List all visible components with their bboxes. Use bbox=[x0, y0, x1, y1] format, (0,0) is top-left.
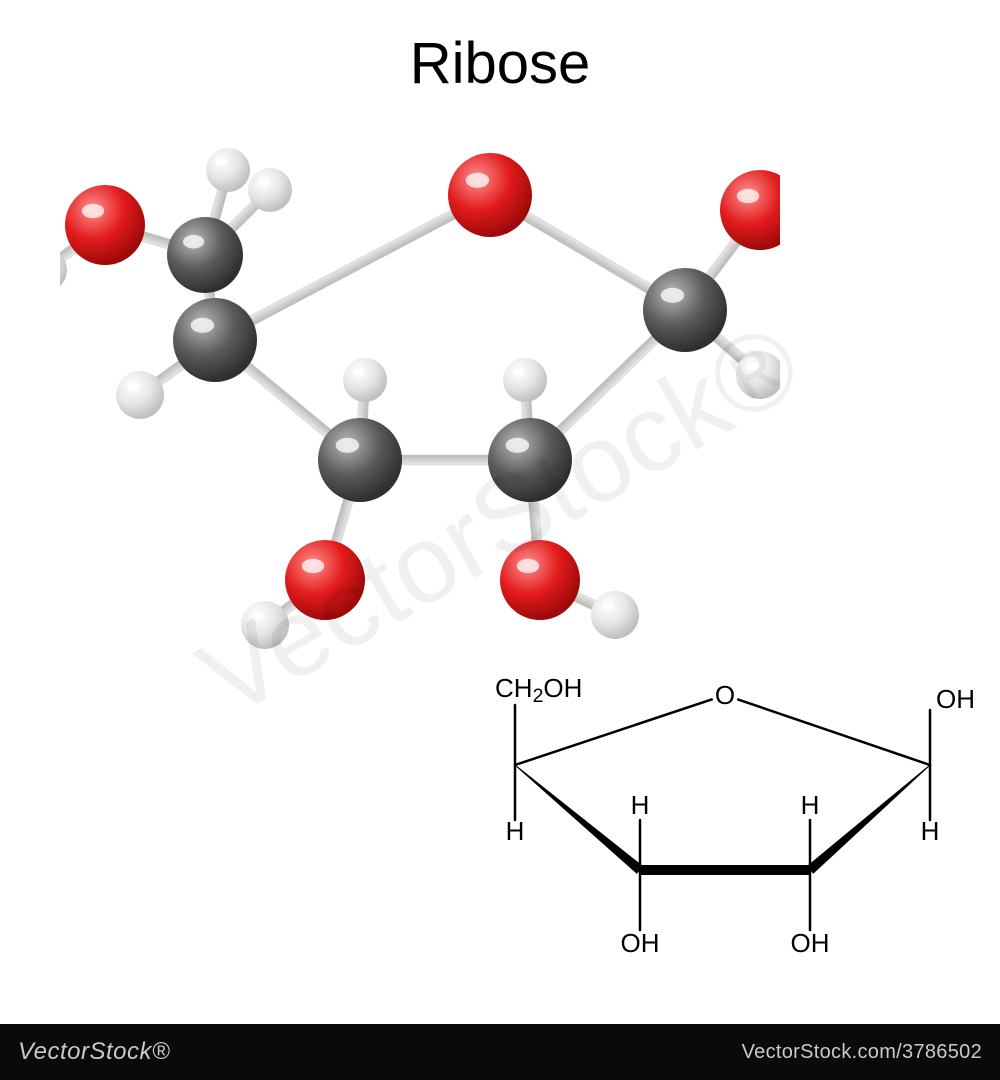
structural-formula: O CH2OH H H OH H OH OH H bbox=[460, 655, 980, 1015]
svg-text:CH2OH: CH2OH bbox=[495, 673, 582, 707]
footer-bar: VectorStock® VectorStock.com/3786502 bbox=[0, 1024, 1000, 1080]
model3d-svg bbox=[60, 115, 780, 675]
svg-text:H: H bbox=[631, 790, 650, 820]
structural-svg: O CH2OH H H OH H OH OH H bbox=[460, 655, 980, 1015]
ball-stick-model bbox=[60, 115, 780, 675]
svg-text:OH: OH bbox=[791, 928, 830, 958]
svg-text:H: H bbox=[506, 816, 525, 846]
svg-text:H: H bbox=[801, 790, 820, 820]
footer-id: VectorStock.com/3786502 bbox=[742, 1041, 982, 1064]
page-title: Ribose bbox=[410, 30, 591, 97]
svg-text:OH: OH bbox=[936, 684, 975, 714]
svg-text:OH: OH bbox=[621, 928, 660, 958]
svg-text:O: O bbox=[715, 680, 735, 710]
svg-text:H: H bbox=[921, 816, 940, 846]
footer-brand: VectorStock® bbox=[18, 1038, 170, 1066]
